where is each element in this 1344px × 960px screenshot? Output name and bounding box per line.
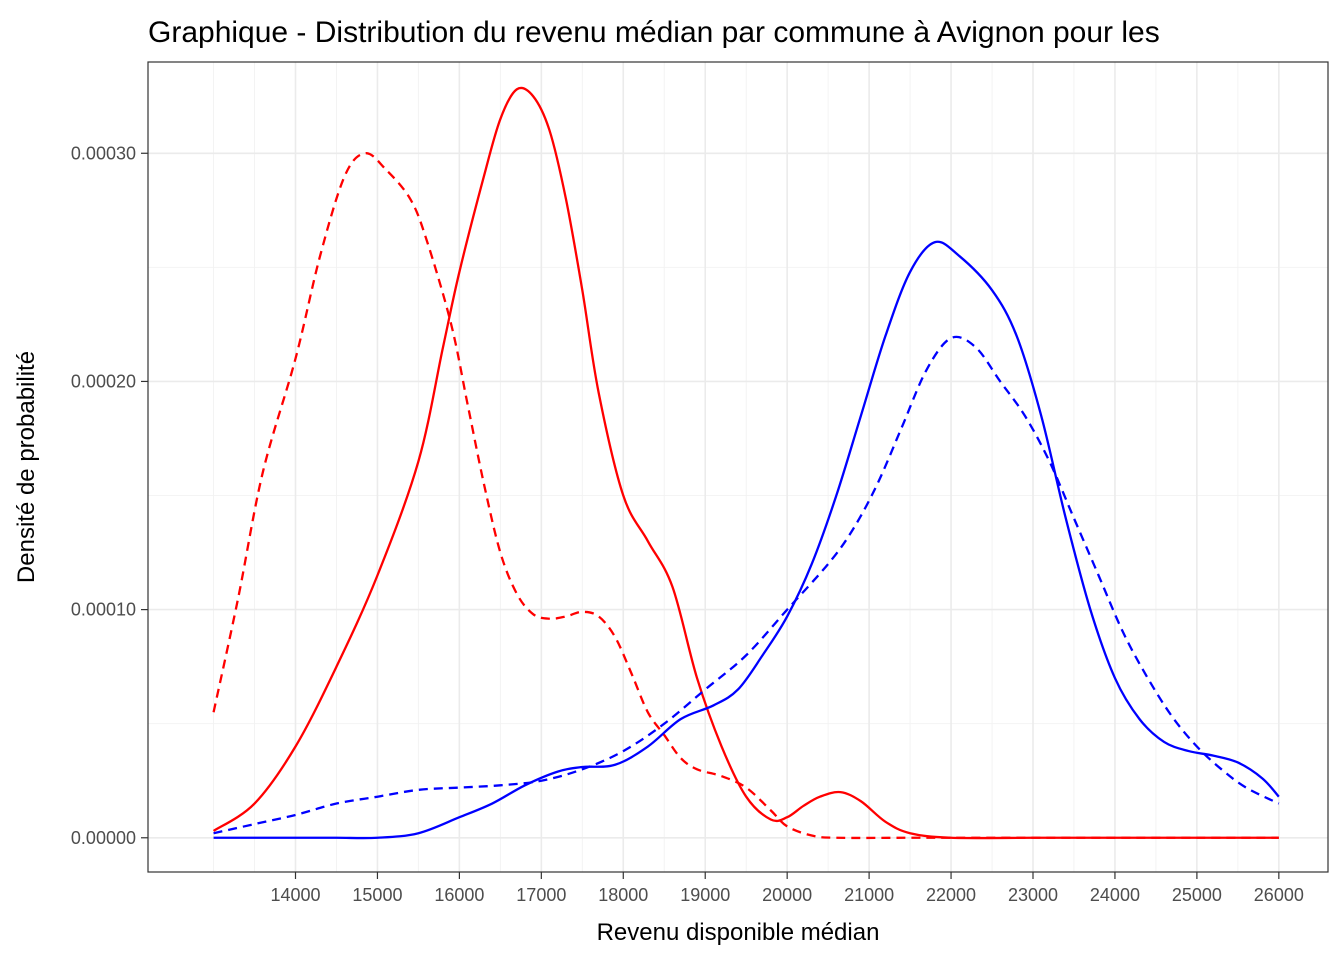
x-tick-label: 22000	[926, 885, 976, 905]
x-tick-label: 25000	[1172, 885, 1222, 905]
x-axis-title: Revenu disponible médian	[597, 919, 880, 946]
x-tick-label: 15000	[352, 885, 402, 905]
x-tick-label: 14000	[270, 885, 320, 905]
y-tick-label: 0.00020	[71, 371, 136, 391]
y-tick-label: 0.00000	[71, 828, 136, 848]
x-tick-label: 24000	[1090, 885, 1140, 905]
y-tick-label: 0.00030	[71, 143, 136, 163]
series-line-blue-dashed	[213, 335, 1280, 835]
x-axis: 14000 15000 16000 17000 18000 19000 20000 21000…	[270, 872, 1304, 905]
y-axis-title: Densité de probabilité	[13, 351, 40, 583]
series-line-red-dashed	[212, 152, 1279, 840]
chart-title: Graphique - Distribution du revenu média…	[148, 16, 1160, 49]
y-axis: 0.00000 0.00010 0.00020 0.00030	[71, 143, 148, 848]
x-tick-label: 19000	[680, 885, 730, 905]
x-tick-label: 17000	[516, 885, 566, 905]
plot-panel-border	[147, 61, 1329, 873]
plot-grid	[148, 62, 1328, 872]
y-tick-label: 0.00010	[71, 600, 136, 620]
x-tick-label: 20000	[762, 885, 812, 905]
series-line-red-solid	[212, 86, 1279, 840]
x-tick-label: 18000	[598, 885, 648, 905]
x-tick-label: 21000	[844, 885, 894, 905]
series-line-blue-solid	[213, 240, 1280, 840]
x-tick-label: 26000	[1254, 885, 1304, 905]
x-tick-label: 23000	[1008, 885, 1058, 905]
plot-series	[212, 86, 1280, 840]
x-tick-label: 16000	[434, 885, 484, 905]
